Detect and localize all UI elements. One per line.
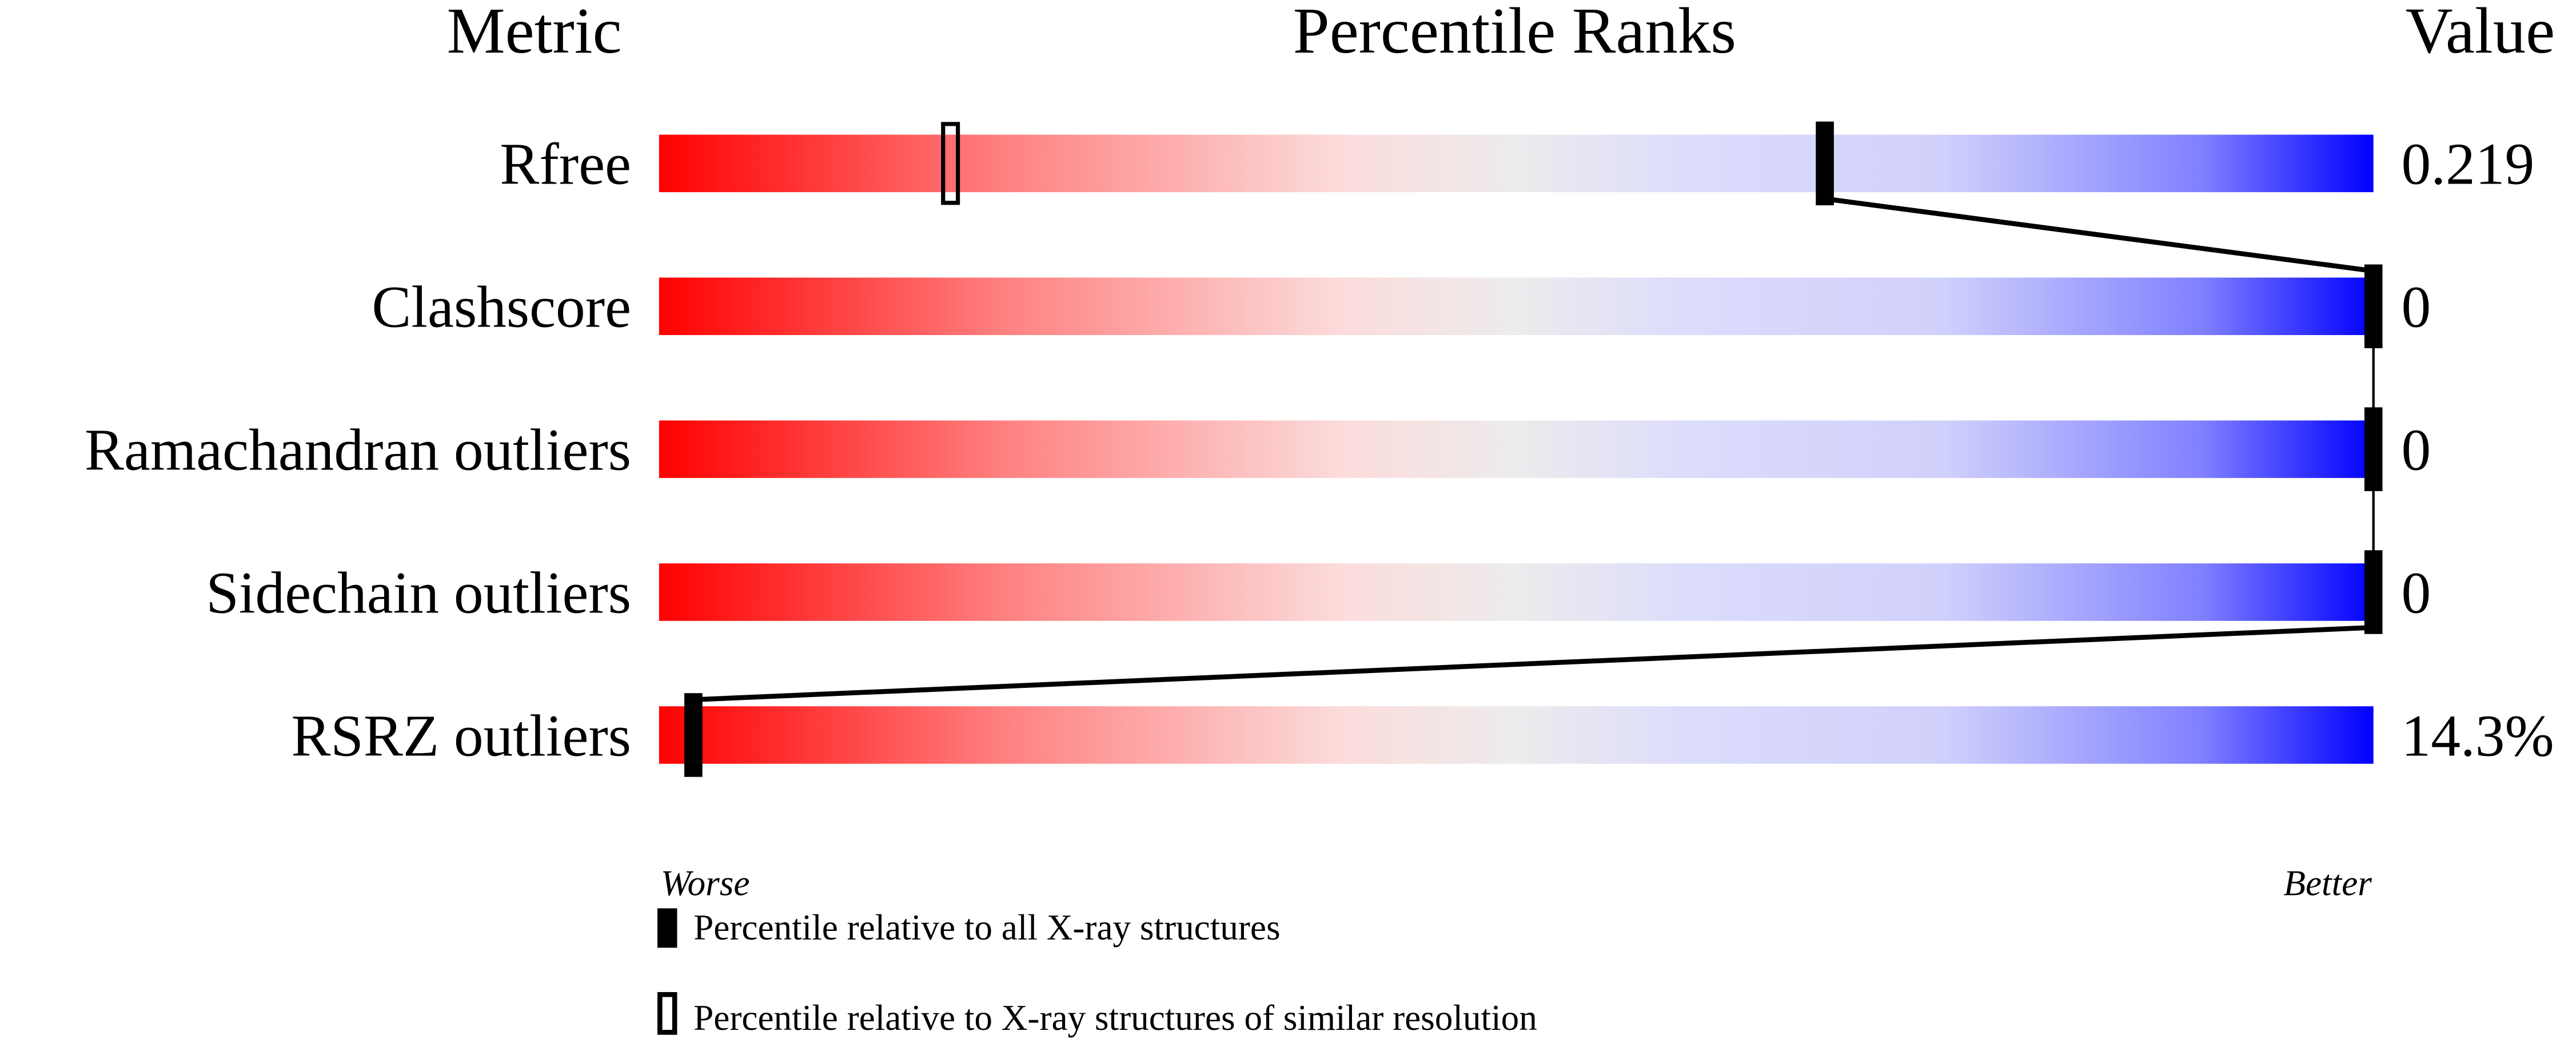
metric-label: Rfree: [500, 132, 631, 197]
marker-all-structures: [2364, 550, 2383, 634]
header-metric: Metric: [446, 0, 621, 67]
percentile-bar: [659, 706, 2374, 764]
legend-filled-marker: [657, 908, 677, 948]
percentile-bar: [659, 277, 2374, 335]
marker-all-structures: [2364, 407, 2383, 491]
header-value: Value: [2406, 0, 2555, 67]
connector-line: [693, 624, 2374, 702]
metric-value: 14.3%: [2402, 703, 2554, 769]
metric-label: Ramachandran outliers: [85, 418, 631, 483]
metric-value: 0: [2402, 418, 2431, 483]
legend-label-similar: Percentile relative to X-ray structures …: [693, 998, 1537, 1038]
metric-value: 0: [2402, 560, 2431, 626]
legend-hollow-marker: [657, 992, 677, 1035]
percentile-bar: [659, 420, 2374, 478]
metric-value: 0.219: [2402, 132, 2535, 197]
metric-label: RSRZ outliers: [291, 703, 631, 769]
marker-all-structures: [2364, 264, 2383, 348]
marker-all-structures: [1816, 121, 1834, 206]
axis-worse-label: Worse: [661, 863, 750, 903]
percentile-bar: [659, 134, 2374, 193]
metric-value: 0: [2402, 275, 2431, 340]
connector-line: [1824, 196, 2374, 274]
axis-better-label: Better: [2283, 863, 2372, 903]
percentile-bar: [659, 563, 2374, 621]
marker-similar-resolution: [941, 122, 960, 205]
metric-label: Sidechain outliers: [206, 560, 631, 626]
legend-label-all: Percentile relative to all X-ray structu…: [693, 907, 1280, 948]
marker-all-structures: [684, 693, 703, 777]
metric-label: Clashscore: [372, 275, 631, 340]
header-percentile-ranks: Percentile Ranks: [1293, 0, 1736, 67]
